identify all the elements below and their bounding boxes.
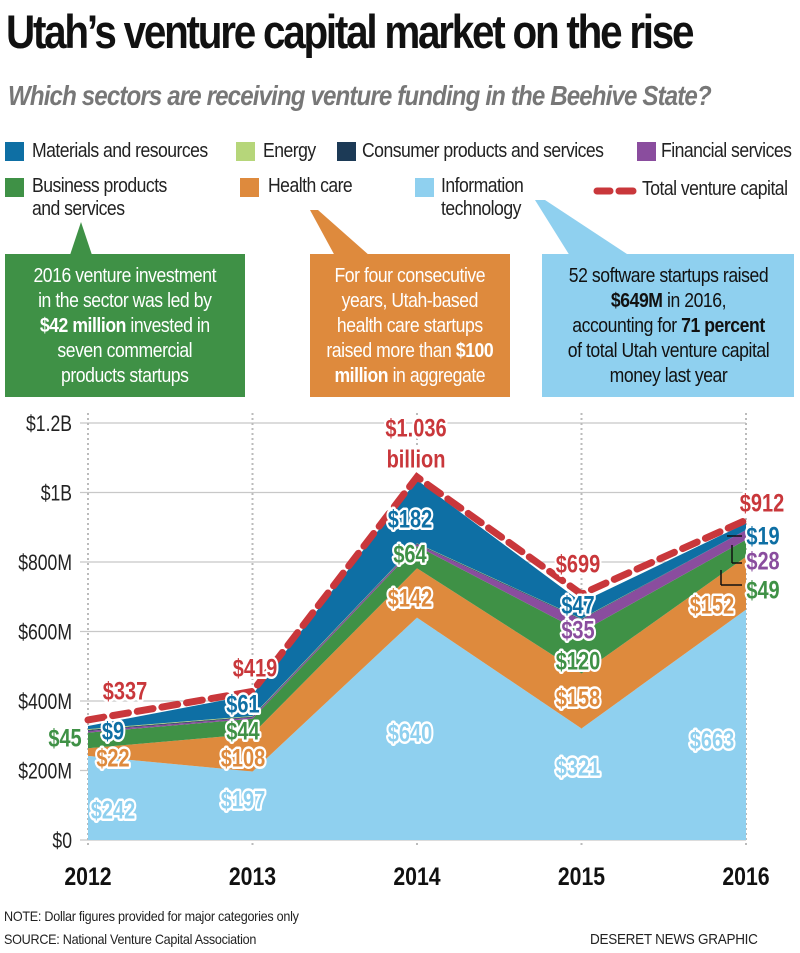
callout-line: accounting for — [571, 315, 681, 337]
legend-label-it-line2: technology — [441, 198, 521, 220]
x-tick-label: 2014 — [393, 862, 440, 890]
data-label: $663 — [690, 727, 734, 755]
callout-bold: million — [334, 365, 389, 387]
callout-line: For four consecutive — [334, 265, 486, 287]
total-label: $419 — [233, 655, 277, 683]
callout-bold: $649M — [610, 290, 663, 312]
callout-business-text: 2016 venture investment in the sector was… — [34, 264, 217, 389]
data-label: $45 — [48, 725, 81, 753]
data-label: $182 — [388, 506, 432, 534]
total-label-billion: billion — [387, 446, 446, 474]
total-line — [84, 472, 750, 724]
data-label: $49 — [746, 577, 779, 605]
callout-line: seven commercial — [57, 340, 193, 362]
callout-line: in the sector was led by — [38, 290, 212, 312]
callout-it: 52 software startups raised $649M in 2016… — [542, 254, 794, 397]
data-label: $158 — [556, 685, 600, 713]
data-label: $61 — [226, 691, 259, 719]
total-label: $912 — [740, 490, 784, 518]
data-label: $47 — [561, 592, 594, 620]
chart-title: Utah’s venture capital market on the ris… — [6, 5, 695, 58]
x-tick-label: 2012 — [64, 862, 111, 890]
data-label: $142 — [388, 585, 432, 613]
legend-label-health: Health care — [268, 175, 353, 197]
callout-line: in 2016, — [662, 290, 726, 312]
callout-bold: 71 percent — [680, 315, 765, 337]
legend-swatch-business — [5, 178, 24, 197]
data-label: $19 — [746, 523, 779, 551]
data-label: $64 — [393, 541, 427, 569]
data-label: $22 — [96, 745, 129, 773]
legend-label-it: Information technology — [441, 175, 524, 221]
callout-line: products startups — [61, 365, 189, 387]
legend-label-business: Business products and services — [32, 175, 167, 221]
footer-credit: DESERET NEWS GRAPHIC — [590, 931, 758, 948]
legend-label-materials: Materials and resources — [32, 140, 208, 162]
callout-business: 2016 venture investment in the sector was… — [5, 254, 245, 397]
y-tick-label: $800M — [18, 551, 72, 575]
legend-label-it-line1: Information — [441, 175, 524, 197]
data-label: $108 — [221, 745, 265, 773]
legend-label-business-line1: Business products — [32, 175, 167, 197]
x-tick-label: 2015 — [558, 862, 605, 890]
callout-bold: $100 — [456, 340, 494, 362]
legend-label-business-line2: and services — [32, 198, 125, 220]
callout-line: raised more than — [326, 340, 457, 362]
legend-swatch-health — [240, 178, 259, 197]
area-health-care — [88, 556, 746, 772]
data-label: $640 — [388, 720, 432, 748]
callout-line: money last year — [609, 365, 727, 387]
y-tick-label: $600M — [18, 621, 72, 645]
callout-health: For four consecutive years, Utah-based hea… — [310, 254, 510, 397]
x-tick-label: 2016 — [722, 862, 769, 890]
data-label: $321 — [556, 754, 600, 782]
y-tick-label: $0 — [52, 829, 72, 853]
total-label: $699 — [556, 551, 600, 579]
y-tick-label: $200M — [18, 760, 72, 784]
data-label: $120 — [556, 648, 600, 676]
footer-source: SOURCE: National Venture Capital Associa… — [4, 931, 257, 947]
legend-label-financial: Financial services — [661, 140, 792, 162]
x-tick-label: 2013 — [229, 862, 276, 890]
data-label: $9 — [102, 718, 124, 746]
legend-swatch-consumer — [337, 142, 356, 161]
callout-line: 52 software startups raised — [568, 265, 768, 287]
legend-label-energy: Energy — [263, 140, 316, 162]
legend-label-consumer: Consumer products and services — [362, 140, 604, 162]
data-label: $35 — [561, 617, 594, 645]
legend-swatch-energy — [236, 142, 255, 161]
legend-label-total: Total venture capital — [642, 178, 788, 200]
data-label: $44 — [226, 718, 260, 746]
data-label: $28 — [746, 548, 779, 576]
callout-line: 2016 venture investment — [33, 265, 217, 287]
callout-line: in aggregate — [388, 365, 486, 387]
callout-line: invested in — [126, 315, 211, 337]
y-tick-label: $1B — [41, 482, 72, 506]
callout-line: of total Utah venture capital — [567, 340, 769, 362]
callout-health-text: For four consecutive years, Utah-based hea… — [327, 264, 494, 389]
legend-swatch-financial — [637, 142, 656, 161]
y-tick-label: $1.2B — [26, 412, 72, 436]
callout-line: health care startups — [337, 315, 483, 337]
footer-note: NOTE: Dollar figures provided for major … — [4, 908, 299, 924]
callout-line: years, Utah-based — [341, 290, 479, 312]
y-tick-label: $400M — [18, 690, 72, 714]
data-label: $152 — [690, 592, 734, 620]
legend-swatch-it — [415, 178, 434, 197]
total-label: $1.036 — [385, 415, 446, 443]
data-label: $242 — [91, 797, 135, 825]
area-business-products-and-services — [88, 539, 746, 749]
data-label: $197 — [221, 787, 265, 815]
area-materials-and-resources — [88, 479, 746, 730]
callout-it-text: 52 software startups raised $649M in 2016… — [567, 264, 769, 389]
chart-subtitle: Which sectors are receiving venture fund… — [8, 80, 712, 111]
area-information-technology — [88, 609, 746, 840]
legend-swatch-materials — [5, 142, 24, 161]
total-label: $337 — [103, 678, 147, 706]
callout-bold: $42 million — [40, 315, 127, 337]
